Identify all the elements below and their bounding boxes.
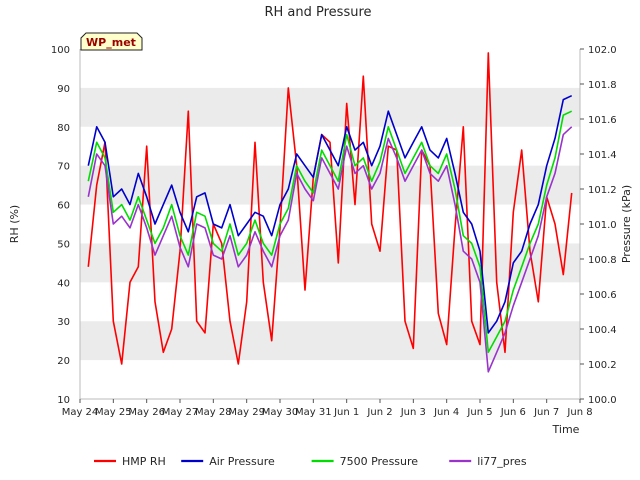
x-tick: May 24 <box>62 407 99 418</box>
series-line-hmp-rh <box>87 52 573 365</box>
x-tick: May 25 <box>95 407 132 418</box>
y-tick-right: 100.4 <box>588 325 617 336</box>
y-tick-left: 60 <box>57 201 70 212</box>
tick-labels: 10 20 30 40 50 60 70 80 90 100 100.0 100.2 100.4 100.… <box>51 45 617 418</box>
y-tick-right: 100.0 <box>588 395 617 406</box>
legend: HMP RH Air Pressure 7500 Pressure li77_pres <box>94 455 527 468</box>
y-tick-left: 80 <box>57 123 70 134</box>
series-line-air-pressure <box>87 94 573 334</box>
x-tick: Jun 6 <box>500 407 526 418</box>
y-axis-label-right: Pressure (kPa) <box>620 185 633 263</box>
y-tick-left: 90 <box>57 84 70 95</box>
y-tick-left: 70 <box>57 162 70 173</box>
grid-band <box>80 243 580 283</box>
y-tick-right: 100.8 <box>588 255 617 266</box>
annotation-label: WP_met <box>86 36 136 49</box>
x-tick: May 29 <box>228 407 265 418</box>
y-tick-right: 100.2 <box>588 360 617 371</box>
x-tick: May 28 <box>195 407 232 418</box>
y-tick-right: 101.8 <box>588 80 617 91</box>
legend-label: Air Pressure <box>209 455 275 468</box>
x-tick: May 26 <box>128 407 165 418</box>
axes <box>79 48 584 403</box>
y-tick-right: 101.6 <box>588 115 617 126</box>
legend-label: HMP RH <box>122 455 166 468</box>
y-tick-left: 30 <box>57 317 70 328</box>
y-tick-right: 101.2 <box>588 185 617 196</box>
legend-label: li77_pres <box>477 455 527 468</box>
y-axis-label-left: RH (%) <box>8 205 21 243</box>
y-tick-left: 100 <box>51 45 70 56</box>
y-tick-left: 10 <box>57 395 70 406</box>
x-tick: Jun 5 <box>466 407 492 418</box>
grid-band <box>80 87 580 127</box>
series-line-7500-pressure <box>87 110 573 354</box>
x-tick: May 30 <box>262 407 299 418</box>
y-tick-right: 101.0 <box>588 220 617 231</box>
y-tick-left: 50 <box>57 239 70 250</box>
y-tick-left: 20 <box>57 356 70 367</box>
y-tick-right: 100.6 <box>588 290 617 301</box>
chart-title: RH and Pressure <box>264 5 371 20</box>
x-axis-label: Time <box>552 423 580 436</box>
x-tick: Jun 4 <box>433 407 459 418</box>
y-tick-right: 102.0 <box>588 45 617 56</box>
x-tick: Jun 1 <box>333 407 359 418</box>
x-tick: Jun 3 <box>400 407 426 418</box>
grid-band <box>80 165 580 205</box>
x-tick: Jun 7 <box>533 407 559 418</box>
y-tick-left: 40 <box>57 278 70 289</box>
x-tick: May 31 <box>295 407 332 418</box>
x-tick: May 27 <box>162 407 199 418</box>
series-lines <box>87 52 573 373</box>
series-line-li77-pres <box>87 126 573 373</box>
legend-label: 7500 Pressure <box>340 455 419 468</box>
annotation-box: WP_met <box>80 32 143 51</box>
x-tick: Jun 2 <box>366 407 392 418</box>
x-tick: Jun 8 <box>566 407 592 418</box>
y-tick-right: 101.4 <box>588 150 617 161</box>
